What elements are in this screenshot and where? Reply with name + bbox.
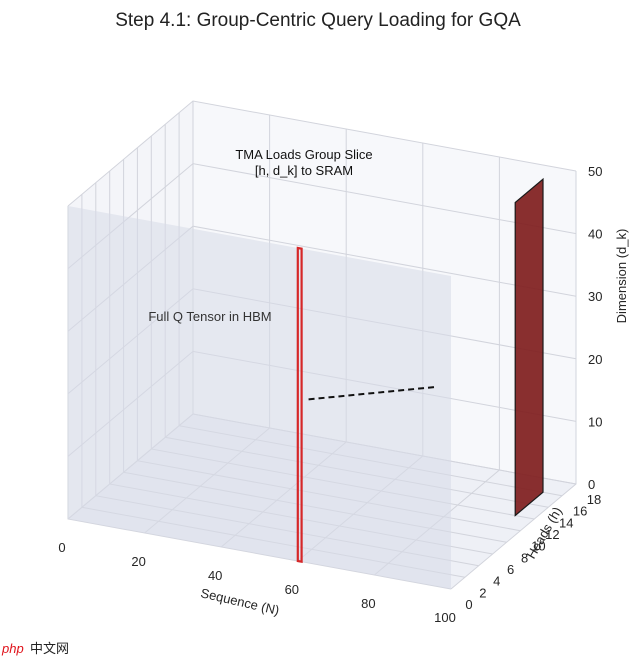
watermark: php 中文网 (1, 641, 69, 656)
full-tensor-plane (68, 206, 451, 589)
watermark-text: 中文网 (30, 641, 69, 656)
x-tick-label: 20 (131, 554, 145, 569)
y-tick-label: 4 (493, 574, 500, 589)
x-tick-label: 40 (208, 568, 222, 583)
z-axis-label: Dimension (d_k) (614, 229, 629, 324)
x-tick-label: 0 (58, 540, 65, 555)
x-tick-label: 60 (285, 582, 299, 597)
z-tick-label: 40 (588, 227, 602, 242)
grid-line-z (67, 100, 577, 207)
z-tick-label: 30 (588, 289, 602, 304)
x-tick-label: 80 (361, 596, 375, 611)
y-tick-label: 16 (573, 504, 587, 519)
load-arrow (308, 386, 436, 401)
x-axis-label: Sequence (N) (199, 585, 281, 618)
y-tick-label: 0 (465, 597, 472, 612)
watermark-brand: php (1, 641, 24, 656)
sram-block (514, 177, 544, 517)
y-tick-label: 10 (531, 539, 545, 554)
y-tick-label: 8 (521, 550, 528, 565)
tma-annotation-line1: TMA Loads Group Slice (235, 147, 372, 162)
y-tick-label: 14 (559, 515, 573, 530)
y-tick-label: 18 (587, 492, 601, 507)
x-tick-label: 100 (434, 610, 456, 625)
y-tick-label: 6 (507, 562, 514, 577)
z-tick-label: 50 (588, 164, 602, 179)
z-tick-label: 10 (588, 414, 602, 429)
y-tick-label: 12 (545, 527, 559, 542)
tma-annotation-line2: [h, d_k] to SRAM (255, 163, 353, 178)
chart-title: Step 4.1: Group-Centric Query Loading fo… (115, 10, 521, 31)
z-tick-label: 20 (588, 352, 602, 367)
hbm-annotation: Full Q Tensor in HBM (148, 309, 271, 324)
z-tick-label: 0 (588, 477, 595, 492)
data-marks (68, 177, 544, 589)
y-tick-label: 2 (479, 585, 486, 600)
group-slice-outline (296, 246, 303, 564)
